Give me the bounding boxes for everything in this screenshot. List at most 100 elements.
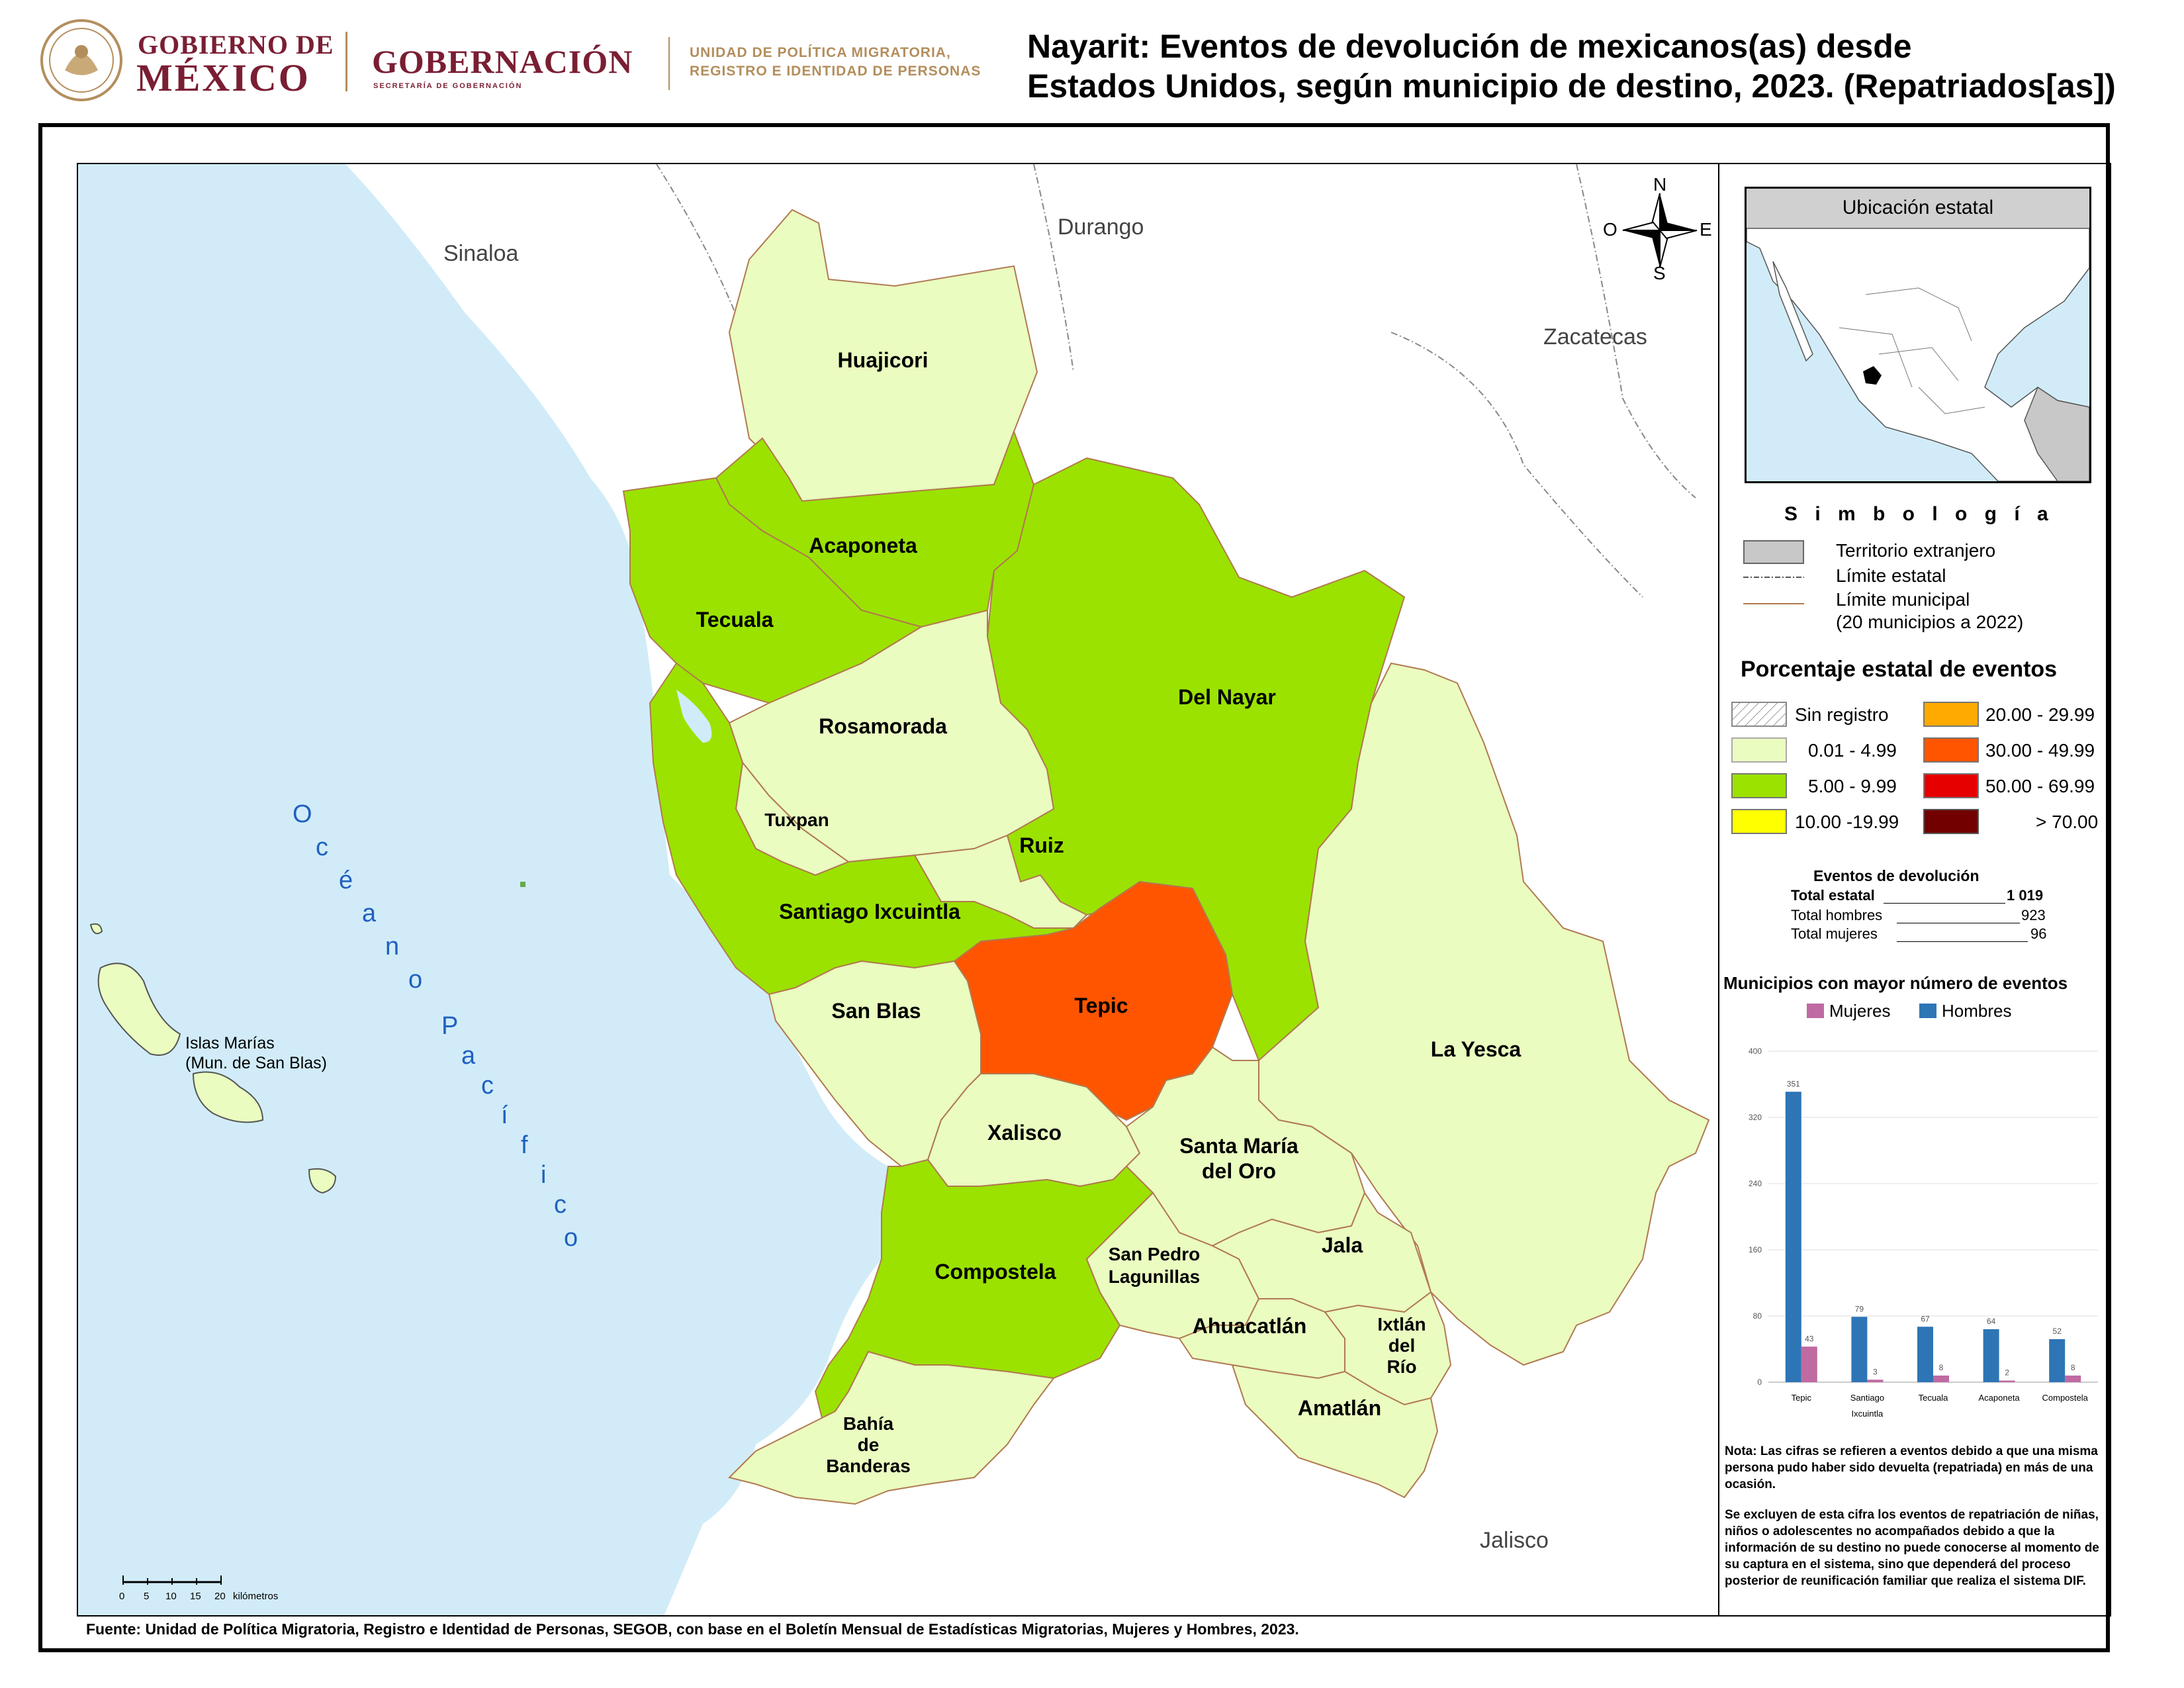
category-label: Ixcuintla bbox=[1852, 1409, 1884, 1419]
label-rosamorada: Rosamorada bbox=[819, 714, 947, 738]
data-label: 8 bbox=[2071, 1363, 2075, 1372]
svg-text:n: n bbox=[385, 933, 399, 961]
y-tick-label: 160 bbox=[1749, 1245, 1762, 1254]
legend-swatch-0-5 bbox=[1731, 737, 1787, 763]
legend-title: S i m b o l o g í a bbox=[1784, 503, 2054, 525]
label-jala: Jala bbox=[1322, 1233, 1363, 1257]
data-label: 64 bbox=[1987, 1317, 1996, 1326]
header-divider bbox=[345, 32, 347, 91]
header-divider bbox=[668, 37, 670, 90]
legend-swatch-30-50 bbox=[1923, 737, 1979, 763]
municipality-compostela bbox=[814, 1158, 1154, 1419]
svg-text:c: c bbox=[316, 833, 328, 861]
label-acaponeta: Acaponeta bbox=[809, 534, 917, 557]
gobernacion-subtitle: SECRETARÍA DE GOBERNACIÓN bbox=[373, 82, 523, 90]
data-label: 52 bbox=[2053, 1327, 2062, 1336]
inset-canvas bbox=[1747, 189, 2089, 481]
label-tecuala: Tecuala bbox=[696, 608, 774, 632]
legend-men-label: Hombres bbox=[1942, 1001, 2011, 1021]
bar-mujeres bbox=[2065, 1376, 2081, 1382]
label-san-pedro-1: San Pedro bbox=[1109, 1244, 1200, 1264]
svg-text:0: 0 bbox=[119, 1591, 124, 1602]
y-tick-label: 80 bbox=[1753, 1311, 1762, 1321]
legend-foreign-swatch bbox=[1743, 540, 1804, 564]
inset-map: Ubicación estatal bbox=[1745, 187, 2091, 483]
category-label: Acaponeta bbox=[1979, 1393, 2021, 1403]
main-map: Sinaloa Durango Zacatecas Jalisco O c é … bbox=[77, 163, 1719, 1617]
y-tick-label: 240 bbox=[1749, 1179, 1762, 1188]
events-women-line bbox=[1897, 941, 2028, 942]
legend-swatch-10-20 bbox=[1731, 809, 1787, 834]
north-arrow-icon: N S E O bbox=[1603, 174, 1712, 283]
ocean-area bbox=[78, 164, 888, 1615]
bar-hombres bbox=[1785, 1092, 1801, 1382]
municipality-amatlan bbox=[1231, 1364, 1439, 1499]
bar-mujeres bbox=[1867, 1380, 1884, 1382]
svg-text:c: c bbox=[481, 1072, 494, 1100]
data-label: 351 bbox=[1787, 1079, 1800, 1088]
island-maria-magdalena bbox=[192, 1071, 264, 1123]
label-la-yesca: La Yesca bbox=[1431, 1037, 1522, 1061]
label-san-pedro-2: Lagunillas bbox=[1109, 1266, 1200, 1287]
svg-text:O: O bbox=[1603, 219, 1617, 240]
data-label: 43 bbox=[1805, 1334, 1814, 1343]
legend-swatch-5-10 bbox=[1731, 773, 1787, 798]
gobernacion-wordmark: GOBERNACIÓN bbox=[372, 43, 633, 80]
outer-frame bbox=[38, 123, 2110, 1652]
unit-name: UNIDAD DE POLÍTICA MIGRATORIA, REGISTRO … bbox=[690, 45, 981, 79]
events-total-line bbox=[1884, 903, 2005, 904]
legend-swatch-sin-registro bbox=[1731, 702, 1787, 727]
svg-text:a: a bbox=[461, 1042, 476, 1070]
svg-text:5: 5 bbox=[144, 1591, 149, 1602]
label-santa-maria-2: del Oro bbox=[1202, 1159, 1276, 1183]
inset-title: Ubicación estatal bbox=[1842, 197, 1994, 218]
islands-label-note: (Mun. de San Blas) bbox=[185, 1054, 327, 1072]
legend-state-label: Límite estatal bbox=[1836, 565, 1946, 586]
legend-muni-line bbox=[1743, 603, 1804, 604]
island-small bbox=[89, 923, 103, 935]
bar-mujeres bbox=[1999, 1380, 2015, 1382]
label-ruiz: Ruiz bbox=[1019, 833, 1064, 857]
events-women-label: Total mujeres bbox=[1791, 925, 1878, 942]
events-total-label: Total estatal bbox=[1791, 887, 1875, 904]
svg-text:c: c bbox=[554, 1191, 567, 1219]
label-santiago: Santiago Ixcuintla bbox=[779, 900, 960, 923]
gov-wordmark-line1: GOBIERNO DE bbox=[138, 30, 334, 60]
legend-label-10-20: 10.00 -19.99 bbox=[1795, 812, 1899, 832]
label-ixtlan-1: Ixtlán bbox=[1377, 1314, 1426, 1335]
label-huajicori: Huajicori bbox=[838, 348, 929, 372]
svg-text:é: é bbox=[339, 867, 353, 894]
svg-text:20: 20 bbox=[214, 1591, 226, 1602]
category-label: Tecuala bbox=[1919, 1393, 1949, 1403]
data-label: 8 bbox=[1939, 1363, 1944, 1372]
page-title: Nayarit: Eventos de devolución de mexica… bbox=[1027, 28, 2116, 105]
island-isabel bbox=[520, 882, 525, 887]
state-label-zacatecas: Zacatecas bbox=[1543, 324, 1647, 350]
legend-swatch-20-30 bbox=[1923, 702, 1979, 727]
label-ahuacatlan: Ahuacatlán bbox=[1193, 1314, 1306, 1338]
scale-bar: 0 5 10 15 20 kilómetros bbox=[119, 1575, 278, 1602]
note-1: Nota: Las cifras se refieren a eventos d… bbox=[1725, 1444, 2098, 1491]
label-tepic: Tepic bbox=[1074, 994, 1128, 1017]
legend-label-0-5: 0.01 - 4.99 bbox=[1808, 740, 1897, 761]
legend-label-sin-registro: Sin registro bbox=[1795, 704, 1889, 725]
legend-muni-label: Límite municipal bbox=[1836, 589, 1970, 610]
data-label: 2 bbox=[2005, 1368, 2009, 1378]
y-tick-label: 320 bbox=[1749, 1113, 1762, 1122]
bar-chart: Mujeres Hombres 0 80 160 240 320 400 351 43 Tepi… bbox=[1749, 1001, 2098, 1419]
label-san-blas: San Blas bbox=[831, 999, 921, 1023]
legend-label-70: > 70.00 bbox=[2036, 812, 2099, 832]
data-label: 79 bbox=[1855, 1304, 1864, 1313]
category-label: Compostela bbox=[2042, 1393, 2089, 1403]
bar-hombres bbox=[1851, 1317, 1868, 1382]
data-label: 3 bbox=[1873, 1367, 1878, 1376]
events-women-value: 96 bbox=[2030, 925, 2047, 942]
label-bahia-2: de bbox=[858, 1434, 880, 1455]
legend-label-50-70: 50.00 - 69.99 bbox=[1985, 776, 2095, 796]
svg-text:f: f bbox=[521, 1131, 528, 1159]
label-amatlan: Amatlán bbox=[1298, 1396, 1381, 1420]
y-tick-label: 0 bbox=[1757, 1378, 1762, 1387]
state-label-sinaloa: Sinaloa bbox=[443, 241, 519, 266]
bar-mujeres bbox=[1933, 1376, 1949, 1382]
chart-title: Municipios con mayor número de eventos bbox=[1723, 973, 2068, 993]
